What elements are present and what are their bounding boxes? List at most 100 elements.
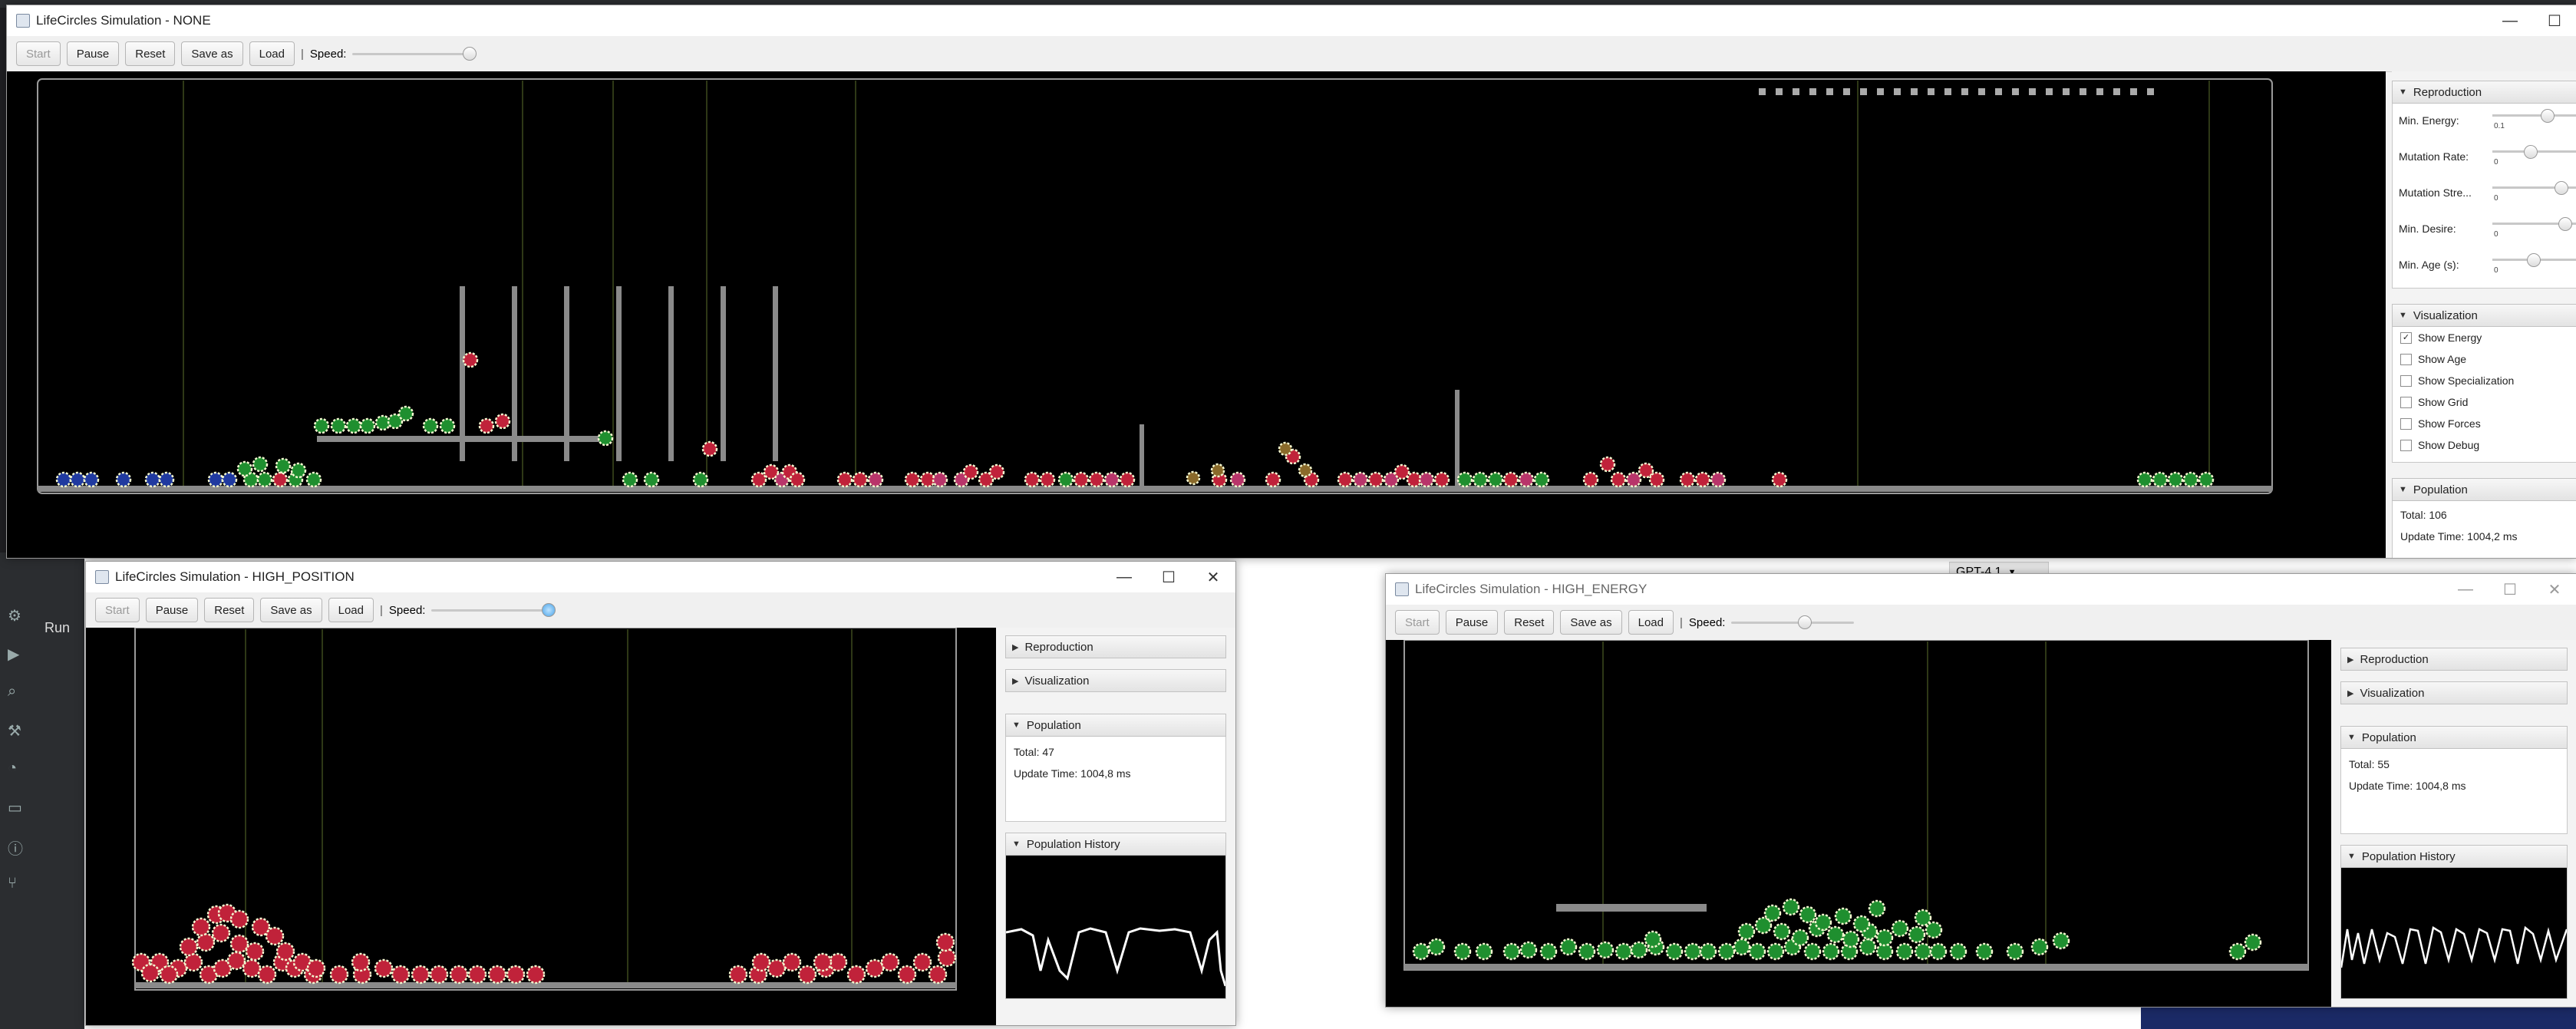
param-slider[interactable] [2492,181,2576,195]
param-slider-knob[interactable] [2558,217,2572,231]
visualization-header[interactable]: ▶ Visualization [2340,681,2568,704]
organism-circle [251,917,271,937]
organism-circle [140,963,160,983]
param-slider[interactable] [2492,217,2576,231]
reproduction-header[interactable]: ▶ Reproduction [1005,635,1226,658]
organism-circle [275,457,292,474]
organism-circle [144,471,161,488]
pause-button[interactable]: Pause [145,598,199,622]
organism-circle [1630,941,1648,959]
population-history-header[interactable]: ▼ Population History [1005,833,1226,856]
organism-circle [1418,471,1435,488]
run-icon[interactable]: ▶ [8,646,20,663]
organism-circle [935,932,955,952]
checkbox-icon[interactable] [2400,417,2412,430]
he-side-panel: ▶ Reproduction ▶ Visualization ▼ Population… [2331,640,2576,1007]
organism-circle [256,471,273,488]
param-label: Min. Desire: [2399,223,2456,235]
param-slider[interactable] [2492,109,2576,123]
build-icon[interactable]: ⚙ [8,608,21,625]
reproduction-header[interactable]: ▶ Reproduction [2340,648,2568,671]
pause-button[interactable]: Pause [66,41,120,66]
app-icon [95,570,109,584]
simulation-canvas[interactable] [1386,639,2331,1007]
organism-circle [387,413,404,430]
slider-knob[interactable] [1797,615,1812,629]
visualization-option[interactable]: Show Debug [2393,434,2576,456]
param-slider[interactable] [2492,253,2576,267]
maximize-icon[interactable]: ☐ [2548,12,2561,30]
reset-button[interactable]: Reset [204,598,255,622]
reset-button[interactable]: Reset [1504,610,1555,635]
load-button[interactable]: Load [1628,610,1674,635]
population-history-header[interactable]: ▼ Population History [2340,845,2568,868]
terminal-icon[interactable]: ▭ [8,800,22,816]
minimize-icon[interactable]: — [2502,12,2518,29]
profiler-icon[interactable]: ◔ [8,760,18,777]
slider-knob[interactable] [542,603,556,617]
visualization-option[interactable]: Show Grid [2393,391,2576,413]
organism-circle [306,958,326,978]
param-slider-knob[interactable] [2541,109,2555,123]
visualization-header[interactable]: ▼ Visualization [2392,304,2576,327]
visualization-option[interactable]: ✓ Show Energy [2393,327,2576,348]
close-icon[interactable]: ✕ [2548,581,2561,599]
pause-button[interactable]: Pause [1445,610,1499,635]
main-titlebar: LifeCircles Simulation - NONE [7,5,2576,36]
minimize-icon[interactable]: — [1116,568,1132,585]
speed-slider[interactable] [352,46,477,61]
population-header[interactable]: ▼ Population [2340,726,2568,749]
organism-circle [932,471,948,488]
save-as-button[interactable]: Save as [181,41,243,66]
param-slider-knob[interactable] [2523,145,2538,159]
population-total: Total: 55 [2349,758,2390,770]
slider-track [1731,622,1855,624]
organism-circle [1782,898,1800,916]
param-slider-knob[interactable] [2527,253,2541,267]
population-header[interactable]: ▼ Population [2392,478,2576,501]
visualization-option[interactable]: Show Forces [2393,413,2576,434]
reproduction-param-row: Min. Energy: 0.1 [2393,104,2576,140]
start-button[interactable]: Start [16,41,61,66]
organism-circle [1763,904,1782,922]
close-icon[interactable]: ✕ [1206,569,1220,586]
checkbox-icon[interactable] [2400,353,2412,365]
expand-arrow-icon: ▼ [2399,311,2407,320]
maximize-icon[interactable]: ☐ [1162,569,1176,586]
simulation-canvas[interactable] [86,627,996,1025]
speed-slider[interactable] [1731,615,1855,630]
obstacle-platform [317,436,609,442]
param-slider[interactable] [2492,145,2576,159]
checkbox-checked-icon[interactable]: ✓ [2400,331,2412,344]
load-button[interactable]: Load [249,41,295,66]
checkbox-icon[interactable] [2400,396,2412,408]
visualization-option[interactable]: Show Specialization [2393,370,2576,391]
reset-button[interactable]: Reset [125,41,176,66]
save-as-button[interactable]: Save as [260,598,322,622]
load-button[interactable]: Load [328,598,374,622]
checkbox-icon[interactable] [2400,439,2412,451]
slider-knob[interactable] [463,47,477,61]
high-energy-window: LifeCircles Simulation - HIGH_ENERGY — ☐… [1385,573,2576,1008]
reproduction-header[interactable]: ▼ Reproduction [2392,81,2576,104]
population-header[interactable]: ▼ Population [1005,714,1226,737]
save-as-button[interactable]: Save as [1560,610,1622,635]
maximize-icon[interactable]: ☐ [2503,581,2517,599]
organism-circle [1406,471,1423,488]
problems-icon[interactable]: ⓘ [8,841,23,858]
simulation-canvas[interactable] [7,71,2386,558]
search-icon[interactable]: ⌕ [8,683,17,700]
visualization-option[interactable]: Show Age [2393,348,2576,370]
checkbox-icon[interactable] [2400,374,2412,387]
param-slider-knob[interactable] [2555,181,2568,195]
start-button[interactable]: Start [1395,610,1440,635]
visualization-header[interactable]: ▶ Visualization [1005,669,1226,692]
speed-slider[interactable] [431,602,556,618]
git-icon[interactable]: ⑂ [8,875,17,892]
organism-circle [1229,471,1246,488]
minimize-icon[interactable]: — [2458,580,2473,598]
hammer-icon[interactable]: ⚒ [8,723,21,740]
run-tab-label[interactable]: Run [45,620,71,635]
obstacle-platform [1556,904,1707,912]
start-button[interactable]: Start [95,598,140,622]
